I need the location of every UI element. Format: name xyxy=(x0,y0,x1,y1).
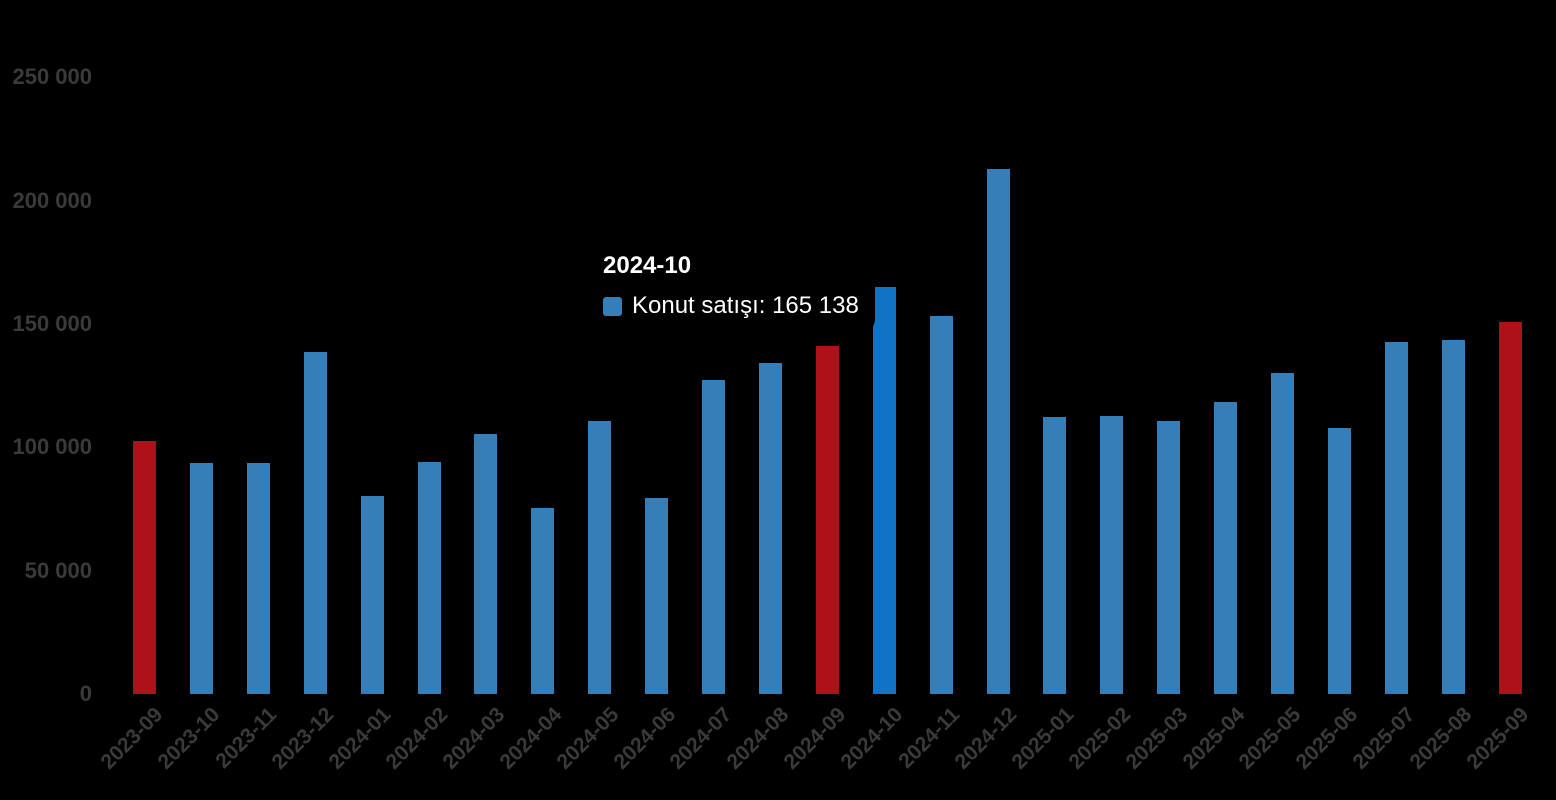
bar-2024-05[interactable] xyxy=(588,421,612,694)
x-axis-tick-label: 2023-12 xyxy=(267,703,339,774)
y-axis-tick-label: 100 000 xyxy=(12,434,92,460)
x-axis-tick-label: 2025-03 xyxy=(1121,703,1192,774)
bar-2024-06[interactable] xyxy=(645,498,669,694)
bar-2023-09[interactable] xyxy=(133,440,156,694)
bar-2024-12[interactable] xyxy=(986,169,1010,694)
x-axis-tick-label: 2023-11 xyxy=(211,703,282,773)
x-axis-tick-label: 2024-08 xyxy=(722,703,794,774)
x-axis-tick-label: 2024-01 xyxy=(324,703,396,774)
x-axis-tick-label: 2025-04 xyxy=(1178,703,1249,774)
bar-2024-10[interactable] xyxy=(872,286,896,694)
y-axis-tick-label: 50 000 xyxy=(24,557,92,583)
bar-2023-12[interactable] xyxy=(303,352,327,694)
y-axis-tick-label: 250 000 xyxy=(12,64,92,90)
tooltip-text: Konut satışı: 165 138 xyxy=(632,292,859,319)
x-axis-tick-label: 2024-05 xyxy=(552,703,623,774)
x-axis-tick-label: 2025-05 xyxy=(1234,703,1306,774)
x-axis-tick-label: 2023-09 xyxy=(96,703,168,774)
x-axis-tick-label: 2024-03 xyxy=(438,703,510,774)
bar-2024-08[interactable] xyxy=(758,362,782,694)
bar-2025-02[interactable] xyxy=(1100,415,1124,694)
x-axis-tick-label: 2025-08 xyxy=(1405,703,1477,774)
y-axis-tick-label: 200 000 xyxy=(12,187,92,213)
bar-2024-02[interactable] xyxy=(417,462,441,694)
bar-2025-09[interactable] xyxy=(1498,322,1522,694)
bar-2024-09[interactable] xyxy=(815,346,839,694)
x-axis-tick-label: 2023-10 xyxy=(153,703,225,774)
x-axis-tick-label: 2024-02 xyxy=(381,703,453,774)
bar-2025-08[interactable] xyxy=(1441,340,1465,694)
x-axis-tick-label: 2024-07 xyxy=(665,703,737,774)
bar-2025-05[interactable] xyxy=(1271,373,1294,694)
x-axis-tick-label: 2025-06 xyxy=(1291,703,1363,774)
bar-2025-07[interactable] xyxy=(1384,341,1408,694)
bar-2023-11[interactable] xyxy=(246,463,270,694)
x-axis-tick-label: 2025-09 xyxy=(1462,703,1534,774)
series-swatch-icon xyxy=(603,296,622,316)
bar-2024-01[interactable] xyxy=(360,495,384,694)
x-axis-tick-label: 2025-01 xyxy=(1007,703,1079,774)
tooltip-title: 2024-10 xyxy=(603,252,692,279)
x-axis-tick-label: 2024-06 xyxy=(609,703,680,774)
bar-2025-01[interactable] xyxy=(1043,417,1067,694)
x-axis-tick-label: 2025-02 xyxy=(1064,703,1136,774)
x-axis-tick-label: 2025-07 xyxy=(1348,703,1420,774)
bar-2025-06[interactable] xyxy=(1327,428,1351,694)
bar-2024-07[interactable] xyxy=(702,380,725,694)
x-axis-tick-label: 2024-10 xyxy=(836,703,908,774)
tooltip: 2024-10 Konut satışı: 165 138 xyxy=(589,243,875,333)
y-axis-tick-label: 0 xyxy=(79,681,92,706)
tooltip-series-row: Konut satışı: 165 138 xyxy=(603,293,859,319)
y-axis-tick-label: 150 000 xyxy=(12,310,92,336)
bar-2024-11[interactable] xyxy=(929,316,953,694)
x-axis-tick-label: 2024-12 xyxy=(950,703,1022,774)
bar-2025-03[interactable] xyxy=(1157,420,1181,694)
x-axis-tick-label: 2024-04 xyxy=(495,703,567,774)
x-axis-tick-label: 2024-09 xyxy=(779,703,851,774)
x-axis-tick-label: 2024-11 xyxy=(894,703,965,773)
bar-2025-04[interactable] xyxy=(1214,401,1238,694)
bar-2024-04[interactable] xyxy=(531,507,555,694)
bar-2023-10[interactable] xyxy=(189,462,213,694)
bar-2024-03[interactable] xyxy=(474,433,498,694)
